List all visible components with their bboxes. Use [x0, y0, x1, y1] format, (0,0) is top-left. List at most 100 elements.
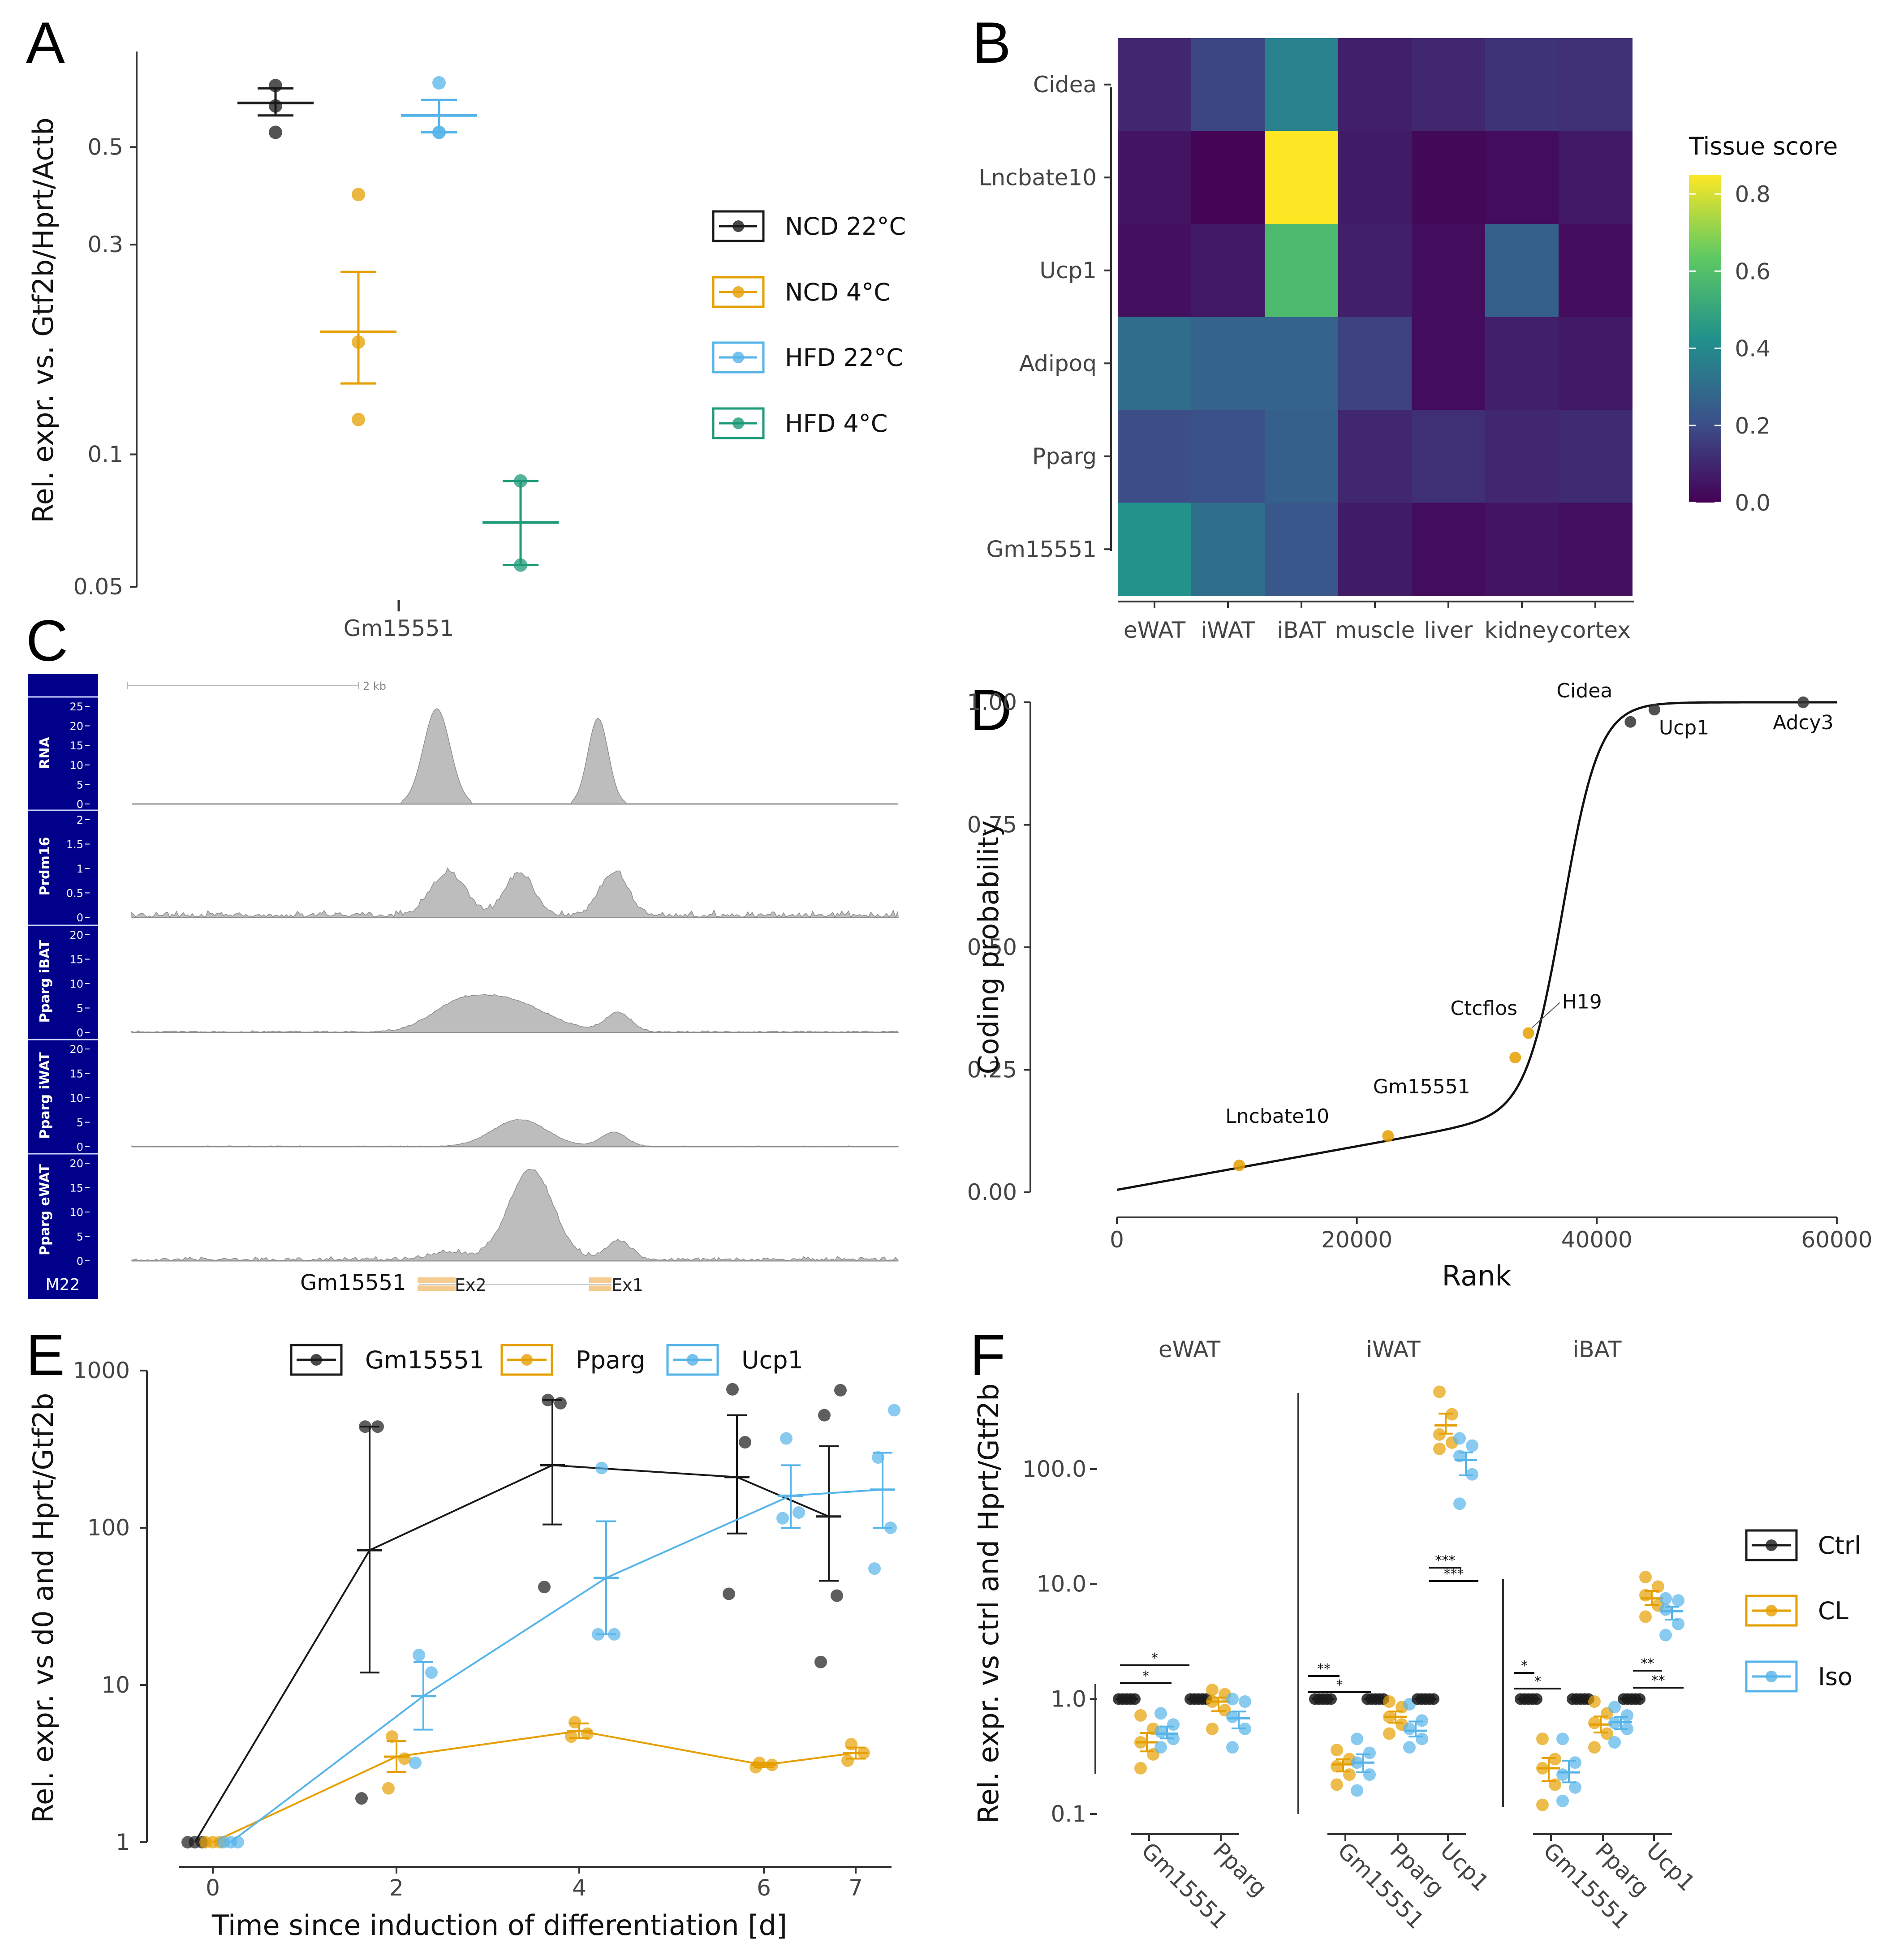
y-tick-label: 0.75: [967, 812, 1017, 838]
data-point: [352, 335, 365, 349]
panel-b: Cidea Lncbate10 Ucp1 Adipoq Pparg Gm15551 eWAT…: [979, 38, 1838, 643]
legend-key-dot: [1766, 1539, 1777, 1551]
data-point: [1556, 1732, 1569, 1745]
heatmap-cell: [1191, 38, 1265, 132]
data-point: [1134, 1762, 1147, 1775]
panel-f: 0.1 1.0 10.0 100.0 Rel. expr. vs ctrl and Hp…: [972, 1337, 1861, 1934]
data-point: [1569, 1756, 1581, 1769]
annotation-leader: [1531, 1002, 1560, 1028]
y-tick-label: 100.0: [1022, 1456, 1086, 1482]
track-tick: 10: [69, 759, 83, 772]
data-point: [1226, 1711, 1239, 1724]
data-point: [1522, 1027, 1534, 1039]
point-label: H19: [1562, 990, 1602, 1013]
significance-label: *: [1142, 1668, 1149, 1684]
data-point: [1608, 1701, 1621, 1714]
exon-box: [589, 1285, 612, 1291]
data-point: [1659, 1629, 1672, 1642]
data-point: [413, 1649, 425, 1662]
data-point: [780, 1432, 793, 1445]
data-point: [1659, 1603, 1672, 1616]
colorbar-label: 0.6: [1735, 258, 1770, 284]
track-name: Pparg iBAT: [37, 940, 53, 1023]
heatmap-cell: [1118, 131, 1192, 224]
x-tick-label: Gm15551: [344, 615, 454, 641]
data-point: [1331, 1744, 1343, 1757]
data-point: [1797, 696, 1809, 708]
data-point: [352, 188, 365, 202]
y-tick-label: 100: [87, 1515, 130, 1541]
colorbar-label: 0.8: [1735, 181, 1770, 207]
heatmap-cell: [1118, 317, 1192, 410]
data-point: [753, 1756, 766, 1769]
column-label: iWAT: [1201, 617, 1255, 643]
heatmap-cell: [1485, 317, 1559, 410]
data-point: [1536, 1732, 1549, 1745]
legend-label: Ucp1: [741, 1346, 803, 1374]
data-point: [542, 1393, 554, 1406]
legend-title: Tissue score: [1689, 132, 1838, 160]
data-point: [1588, 1716, 1601, 1729]
data-point: [1549, 1753, 1561, 1766]
x-tick-label: 4: [572, 1875, 586, 1901]
colorbar-label: 0.2: [1735, 413, 1770, 439]
significance-label: ***: [1435, 1553, 1456, 1569]
data-point: [1659, 1592, 1672, 1605]
heatmap-cell: [1412, 131, 1486, 224]
data-point: [355, 1792, 368, 1805]
heatmap-cell: [1118, 38, 1192, 132]
data-point: [1652, 1580, 1664, 1593]
gene-label: Gm15551: [300, 1270, 406, 1295]
colorbar-label: 0.4: [1735, 336, 1770, 362]
data-point: [386, 1730, 398, 1743]
heatmap-cell: [1338, 503, 1412, 596]
row-label: Adipoq: [1019, 350, 1097, 376]
data-point: [1466, 1439, 1478, 1452]
data-point: [592, 1628, 604, 1641]
data-point: [514, 558, 527, 572]
x-axis-title: Time since induction of differentiation …: [211, 1909, 787, 1942]
row-label: Ucp1: [1039, 258, 1097, 284]
heatmap-cell: [1338, 131, 1412, 224]
significance-label: *: [1534, 1674, 1541, 1689]
data-point: [1672, 1617, 1684, 1630]
data-point: [269, 99, 282, 113]
data-point: [1343, 1768, 1356, 1781]
data-point: [1608, 1736, 1621, 1749]
exon-label: Ex1: [612, 1275, 643, 1295]
y-tick-label: 0.05: [73, 574, 123, 600]
panel-label-e: E: [26, 1322, 65, 1388]
track-tick: 5: [77, 1231, 83, 1243]
x-tick-label: 0: [206, 1875, 220, 1901]
y-tick-label: 0.3: [87, 232, 123, 258]
heatmap-cell: [1191, 317, 1265, 410]
x-tick-label: 20000: [1321, 1227, 1392, 1253]
y-tick-label: 0.1: [87, 442, 123, 468]
y-tick-label: 0.50: [967, 934, 1017, 960]
y-tick-label: 1000: [73, 1358, 130, 1384]
panel-label-d: D: [970, 677, 1012, 743]
legend-key-dot: [687, 1354, 698, 1366]
panel-c: 2 kb RNA 0 5 10 15 20 25 Prdm16 0 0.5 1 1.5 2 Pparg iB…: [28, 674, 899, 1299]
data-point: [595, 1461, 608, 1474]
data-point: [1233, 1159, 1245, 1171]
data-point: [538, 1581, 551, 1594]
heatmap-cell: [1265, 131, 1339, 224]
facet-title: iWAT: [1366, 1337, 1421, 1363]
heatmap-cell: [1118, 224, 1192, 318]
column-label: liver: [1424, 617, 1473, 643]
data-point: [1453, 1432, 1466, 1445]
data-point: [884, 1522, 897, 1534]
colorbar-label: 0.0: [1735, 490, 1770, 516]
exon-box: [418, 1277, 456, 1283]
data-point: [1639, 1571, 1652, 1584]
heatmap-cell: [1412, 38, 1486, 132]
data-point: [1453, 1497, 1466, 1510]
legend-label: Pparg: [576, 1346, 645, 1374]
legend-label: NCD 22°C: [785, 212, 906, 241]
legend-label: CL: [1818, 1597, 1848, 1625]
point-label: Ctcflos: [1450, 997, 1517, 1020]
data-point: [1239, 1695, 1251, 1708]
data-point: [723, 1587, 735, 1600]
